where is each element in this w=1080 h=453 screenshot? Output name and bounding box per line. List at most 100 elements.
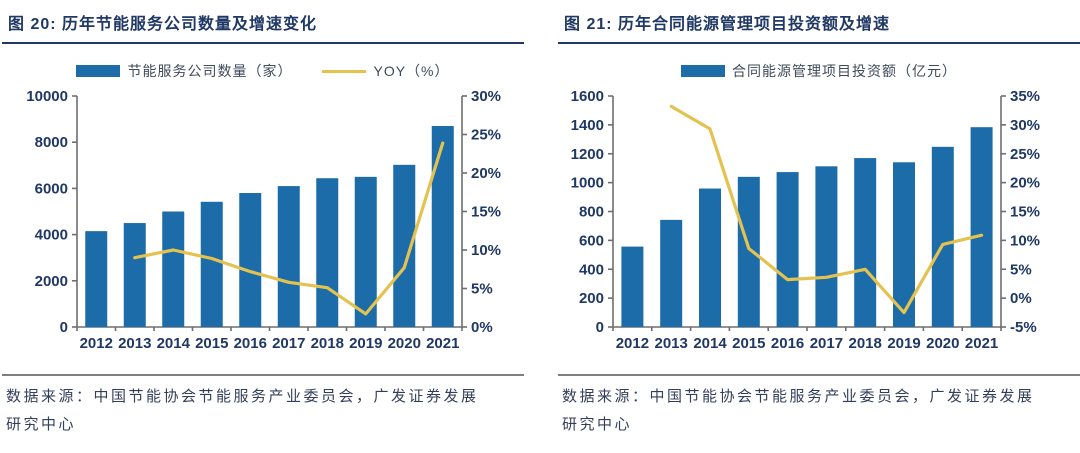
x-axis-tick-label: 2013	[655, 335, 688, 352]
legend-bar-swatch	[681, 65, 725, 77]
x-axis-tick-label: 2019	[887, 335, 920, 352]
source-note: 数据来源：中国节能协会节能服务产业委员会，广发证券发展 研究中心	[562, 384, 1080, 440]
x-axis-tick-label: 2018	[311, 335, 344, 352]
x-axis-tick-label: 2016	[234, 335, 267, 352]
bars-group	[85, 126, 454, 327]
x-axis-labels: 2012 2013 2014 2015 2016 2017 2018 2019 2020 2021	[80, 335, 460, 352]
right-axis-tick-label: 30%	[471, 88, 501, 105]
x-axis-tick-label: 2020	[388, 335, 421, 352]
right-axis-tick-label: 35%	[1010, 88, 1040, 105]
bar-2019	[893, 162, 915, 327]
right-axis-tick-label: 25%	[1010, 146, 1040, 163]
chart-title: 图 20: 历年节能服务公司数量及增速变化	[8, 16, 318, 33]
right-axis-tick-label: 15%	[471, 204, 501, 221]
left-axis-tick-label: 800	[579, 204, 604, 221]
chart-panel-esco-count: 图 20: 历年节能服务公司数量及增速变化 节能服务公司数量（家） YOY（%） …	[2, 0, 524, 440]
x-axis-tick-label: 2016	[771, 335, 804, 352]
left-axis-tick-label: 10000	[26, 88, 68, 105]
source-line-2: 研究中心	[6, 416, 77, 433]
left-axis-tick-label: 1200	[571, 146, 604, 163]
source-note: 数据来源：中国节能协会节能服务产业委员会，广发证券发展 研究中心	[6, 384, 524, 440]
x-axis-labels: 2012 2013 2014 2015 2016 2017 2018 2019 2020 2021	[616, 335, 999, 352]
bar-2016	[239, 193, 262, 327]
x-axis-tick-label: 2018	[849, 335, 882, 352]
legend-item: 合同能源管理项目投资额（亿元）	[681, 61, 957, 81]
left-axis-tick-label: 0	[596, 319, 604, 336]
bar-2015	[200, 201, 223, 327]
bar-2012	[621, 246, 644, 327]
bar-2020	[393, 164, 416, 327]
chart-legend: 节能服务公司数量（家） YOY（%）	[2, 62, 524, 80]
right-axis-tick-label: 0%	[1010, 290, 1032, 307]
right-axis-tick-label: 0%	[471, 319, 493, 336]
legend-item: 节能服务公司数量（家）	[76, 61, 292, 81]
source-line-2: 研究中心	[562, 416, 633, 433]
bar-2018	[316, 178, 339, 327]
bar-2020	[931, 146, 954, 327]
chart-title: 图 21: 历年合同能源管理项目投资额及增速	[564, 16, 891, 33]
left-axis-tick-label: 600	[579, 232, 604, 249]
chart-legend: 合同能源管理项目投资额（亿元）	[558, 62, 1080, 80]
left-axis-tick-label: 400	[579, 261, 604, 278]
bar-2021	[970, 127, 993, 327]
right-axis-tick-label: 30%	[1010, 117, 1040, 134]
x-axis-tick-label: 2017	[272, 335, 305, 352]
left-axis-tick-label: 1000	[571, 175, 604, 192]
x-axis-tick-label: 2012	[616, 335, 649, 352]
x-axis-tick-label: 2021	[426, 335, 459, 352]
legend-label: YOY（%）	[373, 63, 450, 79]
title-rule	[558, 42, 1080, 44]
chart-canvas: 0 2000 4000 6000 8000 10000 0% 5% 10% 15% 20% 25% 30…	[26, 88, 501, 352]
left-axis-tick-label: 200	[579, 290, 604, 307]
bar-2012	[85, 231, 108, 327]
x-axis-tick-label: 2014	[157, 335, 191, 352]
left-axis-tick-label: 2000	[35, 273, 68, 290]
bar-2014	[162, 211, 185, 327]
bars-group	[621, 127, 993, 327]
bar-2017	[815, 166, 838, 327]
legend-line-swatch	[322, 69, 367, 73]
legend-label: 合同能源管理项目投资额（亿元）	[732, 63, 957, 79]
x-axis-tick-label: 2014	[693, 335, 727, 352]
x-axis-tick-label: 2020	[926, 335, 959, 352]
bar-2018	[854, 158, 877, 327]
x-axis-tick-label: 2017	[810, 335, 843, 352]
title-rule	[2, 42, 524, 44]
bar-2015	[737, 176, 760, 327]
right-axis-tick-label: 20%	[1010, 175, 1040, 192]
x-axis-tick-label: 2015	[195, 335, 228, 352]
x-axis-tick-label: 2019	[349, 335, 382, 352]
left-axis-tick-label: 8000	[35, 134, 68, 151]
bar-2016	[776, 172, 799, 327]
left-axis-tick-label: 0	[60, 319, 68, 336]
right-axis-tick-label: 20%	[471, 165, 501, 182]
x-axis-tick-label: 2013	[118, 335, 151, 352]
legend-item: YOY（%）	[322, 61, 449, 81]
x-axis-tick-label: 2021	[965, 335, 998, 352]
left-axis-tick-label: 1600	[571, 88, 604, 105]
legend-label: 节能服务公司数量（家）	[127, 63, 293, 79]
source-line-1: 数据来源：中国节能协会节能服务产业委员会，广发证券发展	[562, 389, 1035, 405]
source-divider	[558, 374, 1080, 376]
chart-canvas: 0 200 400 600 800 1000 1200 1400 1600 -5% 0% 5% 10% 1…	[571, 88, 1040, 352]
chart-panel-epc-investment: 图 21: 历年合同能源管理项目投资额及增速 合同能源管理项目投资额（亿元） 0…	[558, 0, 1080, 440]
bar-2013	[660, 219, 683, 327]
right-axis-tick-label: -5%	[1010, 319, 1037, 336]
source-divider	[2, 374, 524, 376]
page: 图 20: 历年节能服务公司数量及增速变化 节能服务公司数量（家） YOY（%） …	[2, 0, 1080, 440]
legend-bar-swatch	[76, 65, 121, 77]
right-axis-tick-label: 10%	[471, 242, 501, 259]
source-line-1: 数据来源：中国节能协会节能服务产业委员会，广发证券发展	[6, 389, 479, 405]
right-axis-tick-label: 25%	[471, 127, 501, 144]
bar-2019	[354, 176, 377, 327]
left-axis-tick-label: 1400	[571, 117, 604, 134]
bar-2017	[277, 186, 300, 327]
yoy-line	[133, 141, 445, 316]
right-axis-tick-label: 10%	[1010, 232, 1040, 249]
axes-group: 0 2000 4000 6000 8000 10000 0% 5% 10% 15% 20% 25% 30…	[26, 88, 501, 336]
x-axis-tick-label: 2015	[732, 335, 765, 352]
yoy-line	[669, 104, 984, 315]
x-axis-tick-label: 2012	[80, 335, 113, 352]
right-axis-tick-label: 5%	[471, 281, 493, 298]
bar-2021	[431, 126, 454, 327]
